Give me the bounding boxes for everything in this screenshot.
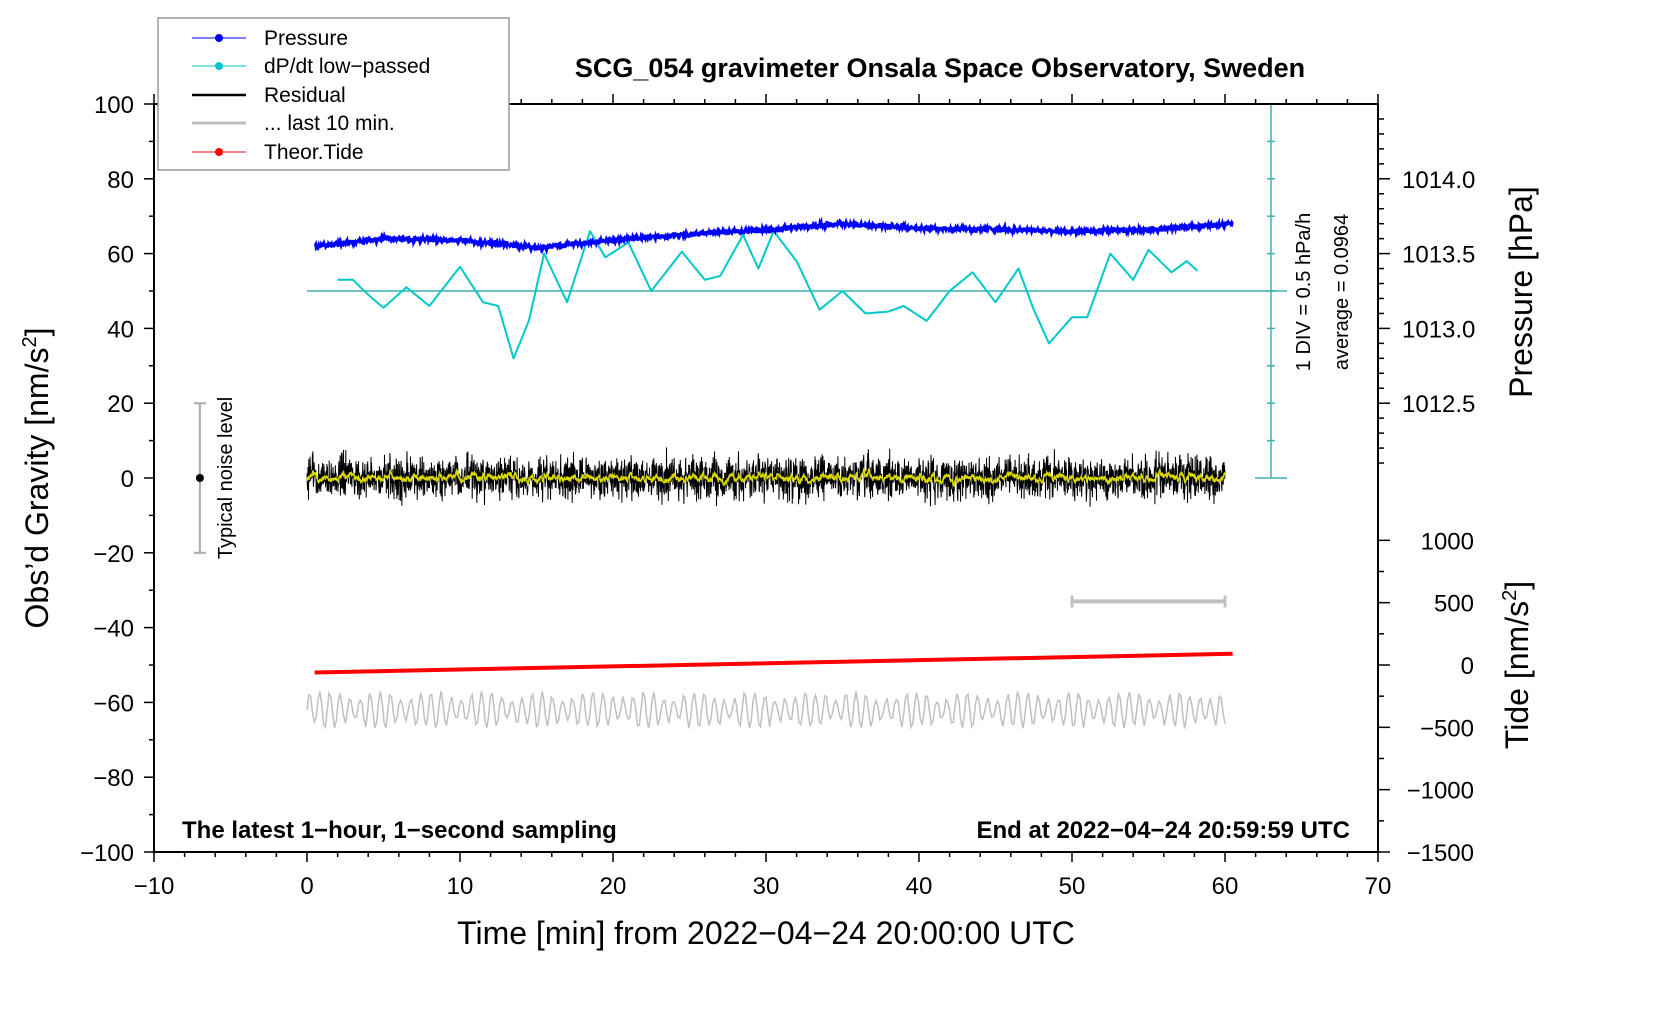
series-dpdt — [337, 230, 1199, 360]
y-tick-label: 20 — [107, 391, 134, 418]
average-label: average = 0.0964 — [1331, 214, 1353, 370]
svg-text:Theor.Tide: Theor.Tide — [264, 141, 364, 164]
y-tick-label: 40 — [107, 316, 134, 343]
series-last10 — [306, 690, 1226, 730]
series-residual-smoothed — [306, 467, 1226, 488]
pressure-tick-label: 1013.5 — [1402, 242, 1475, 269]
pressure-tick-label: 1014.0 — [1402, 167, 1475, 194]
legend-entry-residual: Residual — [192, 84, 346, 107]
legend-entry-last10: ... last 10 min. — [192, 112, 395, 135]
y-axis-label-left: Obs’d Gravity [nm/s2] — [19, 328, 55, 629]
x-tick-label: 30 — [753, 873, 780, 900]
y-tick-label: 60 — [107, 242, 134, 269]
x-axis-label: Time [min] from 2022−04−24 20:00:00 UTC — [457, 915, 1075, 951]
x-tick-label: 10 — [447, 873, 474, 900]
tide-tick-label: 500 — [1434, 591, 1474, 618]
chart-title: SCG_054 gravimeter Onsala Space Observat… — [575, 53, 1305, 83]
sampling-note: The latest 1−hour, 1−second sampling — [182, 817, 617, 844]
series-theor-tide — [314, 651, 1233, 675]
x-tick-label: 60 — [1212, 873, 1239, 900]
legend-entry-dpdt: dP/dt low−passed — [192, 55, 430, 78]
legend: Pressure dP/dt low−passed Residual ... l… — [157, 17, 510, 171]
tide-tick-label: −1000 — [1407, 778, 1474, 805]
series-residual — [306, 447, 1226, 507]
tide-tick-label: −500 — [1420, 715, 1474, 742]
y-tick-label: 80 — [107, 167, 134, 194]
div-scale-label: 1 DIV = 0.5 hPa/h — [1293, 213, 1315, 371]
y-axis-label-pressure: Pressure [hPa] — [1503, 186, 1539, 398]
x-tick-label: 20 — [600, 873, 627, 900]
y-axis-label-tide: Tide [nm/s2] — [1499, 581, 1535, 749]
y-tick-label: 0 — [121, 466, 134, 493]
pressure-tick-label: 1012.5 — [1402, 391, 1475, 418]
x-tick-label: −10 — [134, 873, 175, 900]
x-tick-label: 40 — [906, 873, 933, 900]
y-tick-label: −40 — [93, 616, 134, 643]
x-tick-label: 50 — [1059, 873, 1086, 900]
x-tick-label: 70 — [1365, 873, 1392, 900]
legend-entry-pressure: Pressure — [192, 27, 348, 50]
y-tick-label: 100 — [94, 92, 134, 119]
x-tick-label: 0 — [300, 873, 313, 900]
y-tick-label: −60 — [93, 690, 134, 717]
pressure-tick-label: 1013.0 — [1402, 316, 1475, 343]
tide-tick-label: −1500 — [1407, 840, 1474, 867]
svg-text:... last 10 min.: ... last 10 min. — [264, 112, 395, 135]
y-tick-label: −100 — [80, 840, 134, 867]
noise-level-label: Typical noise level — [215, 397, 237, 559]
y-tick-label: −20 — [93, 541, 134, 568]
svg-text:Pressure: Pressure — [264, 27, 348, 50]
legend-entry-tide: Theor.Tide — [192, 141, 364, 164]
end-time-note: End at 2022−04−24 20:59:59 UTC — [976, 817, 1350, 844]
noise-level-dot — [195, 474, 204, 482]
tide-tick-label: 0 — [1461, 653, 1474, 680]
svg-text:Residual: Residual — [264, 84, 346, 107]
tide-tick-label: 1000 — [1421, 528, 1474, 555]
svg-text:dP/dt low−passed: dP/dt low−passed — [264, 55, 430, 78]
series-pressure — [313, 216, 1234, 256]
y-tick-label: −80 — [93, 765, 134, 792]
